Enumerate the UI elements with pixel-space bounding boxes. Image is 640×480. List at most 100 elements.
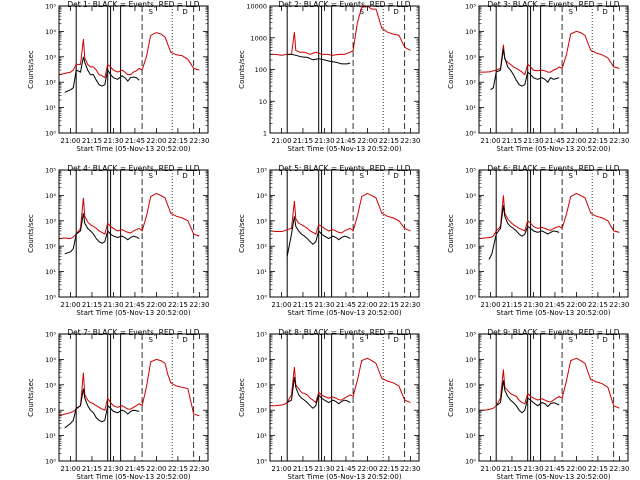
y-tick-label: 10⁴ <box>465 28 476 36</box>
x-tick-label: 21:00 <box>271 465 291 473</box>
y-tick-label: 10¹ <box>45 104 56 112</box>
x-tick-label: 22:00 <box>566 465 586 473</box>
x-tick-label: 22:30 <box>189 137 209 145</box>
y-tick-label: 10² <box>45 407 56 415</box>
y-tick-label: 10⁰ <box>45 294 56 302</box>
x-tick-label: 22:30 <box>609 301 629 309</box>
y-tick-label: 10000 <box>246 3 267 11</box>
panel-title: Det 9: BLACK = Events, RED = LLD <box>487 328 619 337</box>
x-tick-label: 22:15 <box>168 301 188 309</box>
y-tick-label: 10³ <box>465 381 476 389</box>
x-axis-label: Start Time (05-Nov-13 20:52:00) <box>496 309 610 317</box>
series-events-line <box>64 388 140 429</box>
marker-label: D <box>182 172 187 180</box>
x-tick-label: 22:15 <box>168 465 188 473</box>
x-tick-label: 21:30 <box>523 465 543 473</box>
series-events-line <box>490 49 560 91</box>
x-tick-label: 21:15 <box>293 301 313 309</box>
x-tick-label: 22:00 <box>566 137 586 145</box>
x-tick-label: 22:15 <box>168 137 188 145</box>
y-tick-label: 10³ <box>465 53 476 61</box>
series-lld-line <box>270 6 411 56</box>
y-tick-label: 10² <box>256 407 267 415</box>
marker-label: D <box>393 8 398 16</box>
y-tick-label: 10¹ <box>256 268 267 276</box>
y-tick-label: 10⁴ <box>256 192 267 200</box>
marker-label: D <box>393 172 398 180</box>
x-tick-label: 22:00 <box>566 301 586 309</box>
plot-frame <box>58 5 209 134</box>
x-tick-label: 21:15 <box>82 301 102 309</box>
plot-frame <box>478 169 629 298</box>
marker-label: S <box>148 8 153 16</box>
y-tick-label: 10² <box>45 79 56 87</box>
series-lld-line <box>59 32 200 79</box>
x-tick-label: 21:15 <box>82 465 102 473</box>
y-tick-label: 10¹ <box>465 268 476 276</box>
x-tick-label: 22:30 <box>189 301 209 309</box>
x-axis-label: Start Time (05-Nov-13 20:52:00) <box>287 145 401 153</box>
x-tick-label: 21:45 <box>545 465 565 473</box>
x-axis-label: Start Time (05-Nov-13 20:52:00) <box>76 473 190 480</box>
x-tick-label: 21:45 <box>336 137 356 145</box>
x-tick-label: 22:15 <box>379 465 399 473</box>
x-axis-label: Start Time (05-Nov-13 20:52:00) <box>76 309 190 317</box>
x-tick-label: 21:15 <box>502 137 522 145</box>
x-tick-label: 21:00 <box>60 137 80 145</box>
x-tick-label: 21:30 <box>314 301 334 309</box>
x-tick-label: 21:00 <box>271 137 291 145</box>
x-tick-label: 21:45 <box>545 301 565 309</box>
marker-label: D <box>602 172 607 180</box>
x-tick-label: 21:15 <box>502 465 522 473</box>
y-tick-label: 10¹ <box>465 432 476 440</box>
x-tick-label: 22:15 <box>588 301 608 309</box>
y-tick-label: 10⁴ <box>45 28 56 36</box>
x-tick-label: 22:00 <box>146 301 166 309</box>
x-tick-label: 21:00 <box>60 301 80 309</box>
marker-label: S <box>568 336 573 344</box>
x-tick-label: 22:30 <box>189 465 209 473</box>
x-tick-label: 21:00 <box>480 465 500 473</box>
time-markers <box>75 6 195 133</box>
y-axis-label: Counts/sec <box>447 50 455 89</box>
plot-frame <box>58 333 209 462</box>
y-tick-label: 10³ <box>256 381 267 389</box>
plot-frame <box>478 333 629 462</box>
x-tick-label: 21:45 <box>336 301 356 309</box>
x-tick-label: 21:30 <box>314 137 334 145</box>
x-tick-label: 22:30 <box>400 301 420 309</box>
x-tick-label: 22:15 <box>588 137 608 145</box>
series-events-line <box>287 53 351 65</box>
x-tick-label: 22:30 <box>609 465 629 473</box>
y-tick-label: 10⁵ <box>45 167 56 175</box>
y-tick-label: 10⁰ <box>465 458 476 466</box>
x-tick-label: 22:30 <box>400 137 420 145</box>
x-tick-label: 21:00 <box>271 301 291 309</box>
y-tick-label: 10⁵ <box>45 3 56 11</box>
y-tick-label: 10⁴ <box>465 192 476 200</box>
y-axis-label: Counts/sec <box>27 50 35 89</box>
x-tick-label: 22:00 <box>146 465 166 473</box>
y-tick-label: 10⁰ <box>256 294 267 302</box>
y-tick-label: 10³ <box>45 217 56 225</box>
panel-title: Det 1: BLACK = Events, RED = LLD <box>67 0 199 9</box>
y-tick-label: 10⁰ <box>256 458 267 466</box>
marker-label: D <box>602 8 607 16</box>
x-tick-label: 22:15 <box>588 465 608 473</box>
x-tick-label: 22:00 <box>357 301 377 309</box>
y-tick-label: 10⁰ <box>465 294 476 302</box>
x-tick-label: 21:15 <box>293 137 313 145</box>
x-tick-label: 21:30 <box>103 465 123 473</box>
y-tick-label: 10⁴ <box>256 356 267 364</box>
x-tick-label: 22:30 <box>400 465 420 473</box>
marker-label: S <box>359 336 364 344</box>
series-events-line <box>495 380 560 414</box>
x-tick-label: 22:00 <box>357 137 377 145</box>
panel-title: Det 5: BLACK = Events, RED = LLD <box>278 164 410 173</box>
